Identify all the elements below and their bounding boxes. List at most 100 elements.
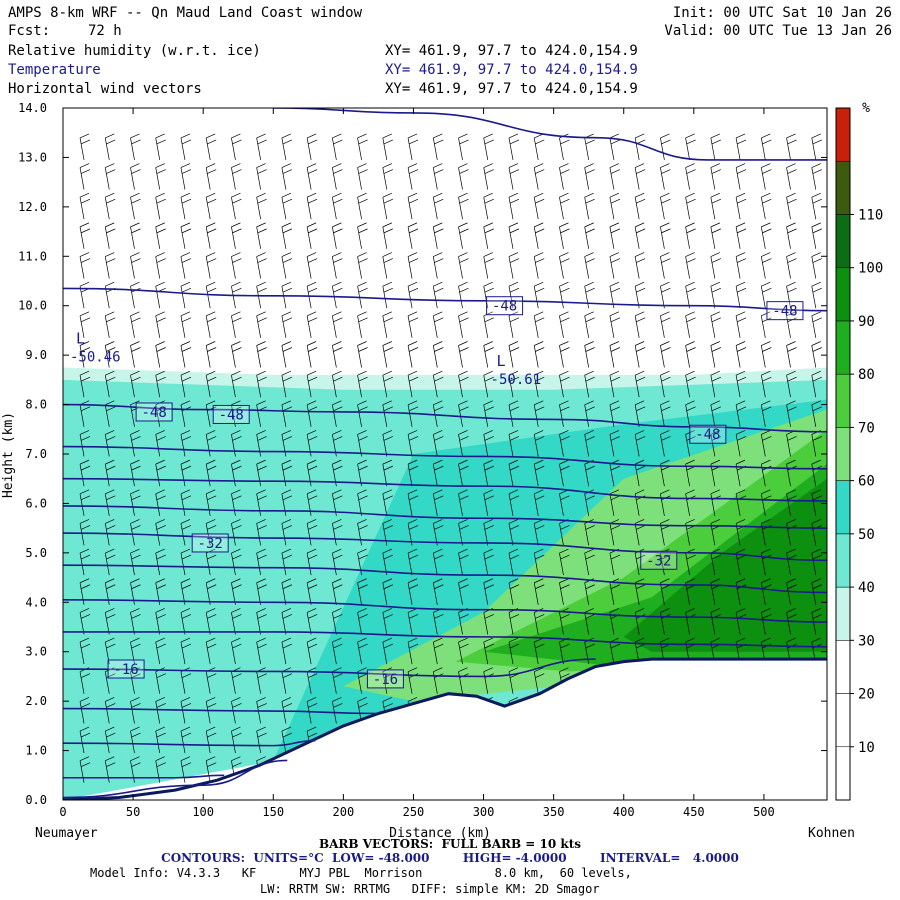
- x-axis-label: Distance (km): [389, 826, 491, 841]
- wind-barb: [155, 756, 166, 783]
- wind-barb-flag: [281, 370, 292, 376]
- wind-barb-flag: [332, 489, 342, 495]
- wind-barb-staff: [483, 434, 489, 457]
- wind-barb-staff: [533, 404, 539, 427]
- wind-barb-staff: [205, 760, 211, 783]
- wind-barb-flag: [79, 578, 90, 584]
- wind-barb-staff: [609, 612, 615, 635]
- wind-barb: [180, 133, 192, 160]
- wind-barb-flag: [811, 608, 821, 613]
- wind-barb-flag: [106, 525, 116, 530]
- wind-barb-flag: [307, 614, 318, 619]
- wind-barb-staff: [685, 582, 690, 605]
- wind-barb: [811, 281, 822, 309]
- wind-barb-flag: [79, 548, 90, 554]
- contour-label: -48: [689, 424, 727, 444]
- wind-barb-flag: [735, 430, 746, 435]
- wind-barb-staff: [306, 226, 312, 249]
- wind-barb-staff: [180, 345, 186, 368]
- wind-barb-flag: [535, 584, 545, 590]
- forecast-label: Fcst:: [8, 23, 51, 39]
- wind-barb-staff: [155, 671, 161, 694]
- wind-barb-flag: [181, 584, 192, 590]
- wind-barb-staff: [407, 286, 413, 309]
- wind-barb-flag: [483, 341, 493, 346]
- wind-barb-flag: [155, 281, 165, 287]
- wind-barb-flag: [811, 192, 821, 198]
- wind-barb-flag: [181, 169, 192, 174]
- wind-barb-flag: [434, 584, 444, 590]
- wind-barb-flag: [281, 430, 292, 435]
- wind-barb-staff: [104, 612, 110, 635]
- y-tick-label: 7.0: [25, 447, 47, 461]
- temperature-contour: [63, 707, 379, 715]
- wind-barb-flag: [106, 169, 116, 174]
- contour-label: -48: [766, 301, 804, 321]
- wind-barb-flag: [256, 608, 266, 613]
- wind-barb-flag: [130, 133, 140, 139]
- wind-barb: [685, 222, 696, 249]
- wind-barb: [256, 608, 267, 635]
- wind-barb: [634, 222, 646, 249]
- wind-barb: [786, 489, 797, 516]
- wind-barb-flag: [508, 222, 519, 228]
- wind-barb: [508, 222, 520, 249]
- wind-barb-flag: [711, 406, 721, 412]
- wind-barb-flag: [332, 519, 342, 524]
- wind-barb-flag: [206, 222, 216, 228]
- wind-barb-staff: [205, 553, 211, 576]
- wind-barb-flag: [80, 139, 91, 145]
- wind-barb-flag: [660, 133, 670, 139]
- wind-barb-staff: [483, 671, 489, 694]
- wind-barb-flag: [155, 311, 165, 317]
- wind-barb: [760, 608, 772, 635]
- wind-barb-flag: [636, 406, 646, 412]
- wind-barb-flag: [761, 578, 771, 584]
- temperature-contour: [63, 759, 288, 799]
- wind-barb: [811, 370, 822, 398]
- wind-barb-flag: [610, 465, 621, 471]
- wind-barb: [281, 133, 293, 160]
- contour-label-text: -48: [492, 299, 517, 315]
- wind-barb-flag: [458, 222, 468, 228]
- wind-barb-flag: [660, 163, 670, 168]
- wind-barb-flag: [256, 430, 266, 435]
- wind-barb-flag: [408, 287, 419, 293]
- wind-barb-staff: [609, 493, 615, 516]
- wind-barb-flag: [433, 519, 443, 524]
- wind-barb: [559, 578, 570, 605]
- wind-barb-flag: [584, 281, 594, 287]
- wind-barb: [432, 133, 444, 160]
- wind-barb-staff: [357, 197, 362, 220]
- wind-barb-staff: [786, 434, 791, 457]
- wind-barb: [508, 163, 520, 190]
- wind-barb-staff: [432, 315, 438, 338]
- wind-barb-flag: [307, 732, 318, 738]
- wind-barb-staff: [483, 226, 489, 249]
- wind-barb-staff: [155, 701, 161, 724]
- colorbar-swatch: [835, 533, 851, 588]
- wind-barb-staff: [130, 760, 135, 783]
- wind-barb-staff: [508, 226, 514, 249]
- wind-barb-flag: [382, 133, 392, 139]
- wind-barb: [735, 311, 747, 338]
- wind-barb-flag: [130, 341, 140, 346]
- wind-barb-flag: [357, 400, 367, 406]
- wind-barb-staff: [382, 226, 388, 249]
- wind-barb-staff: [811, 286, 817, 309]
- wind-barb: [104, 311, 116, 338]
- wind-barb-staff: [332, 137, 337, 160]
- wind-barb-flag: [509, 614, 520, 619]
- wind-barb-flag: [787, 376, 797, 382]
- wind-barb-staff: [533, 434, 539, 457]
- wind-barb: [559, 341, 570, 368]
- colorbar-swatch: [835, 693, 851, 748]
- colorbar-swatch: [835, 746, 851, 801]
- wind-barb-flag: [207, 198, 217, 204]
- field-xy-rh: XY= 461.9, 97.7 to 424.0,154.9: [385, 43, 638, 59]
- wind-barb-flag: [509, 347, 520, 352]
- wind-barb-flag: [358, 614, 368, 619]
- wind-barb-flag: [710, 400, 720, 406]
- wind-barb: [281, 697, 293, 724]
- wind-barb-staff: [559, 523, 564, 546]
